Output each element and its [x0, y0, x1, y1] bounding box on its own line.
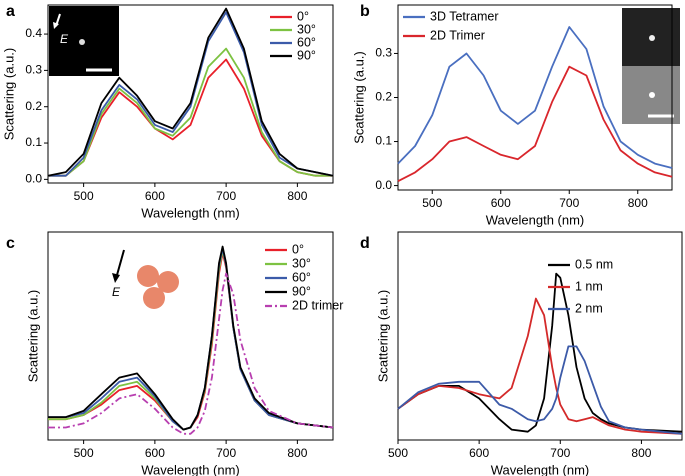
series-line — [48, 11, 334, 177]
series-line — [48, 249, 334, 431]
legend-label: 0° — [297, 9, 309, 23]
legend-label: 3D Tetramer — [430, 9, 499, 23]
panel-label: b — [360, 3, 370, 20]
legend-label: 30° — [297, 22, 316, 36]
legend-label: 90° — [292, 284, 311, 298]
inset-particle — [649, 92, 655, 98]
x-tick-label: 500 — [74, 189, 94, 203]
legend-label: 0° — [292, 242, 304, 256]
x-tick-label: 500 — [74, 446, 94, 460]
series-line — [397, 297, 683, 435]
y-tick-label: 0.2 — [375, 90, 392, 104]
y-tick-label: 0.2 — [25, 99, 42, 113]
y-axis-label: Scattering (a.u.) — [351, 51, 366, 144]
series-line — [397, 272, 683, 433]
y-tick-label: 0.3 — [375, 46, 392, 60]
x-axis-label: Wavelength (nm) — [141, 205, 240, 220]
field-arrow — [116, 249, 125, 276]
x-tick-label: 500 — [388, 446, 408, 460]
legend-label: 1 nm — [575, 279, 603, 293]
x-tick-label: 600 — [145, 189, 165, 203]
y-tick-label: 0.3 — [25, 63, 42, 77]
y-axis-label: Scattering (a.u.) — [25, 290, 40, 383]
panel-label: a — [6, 3, 15, 20]
x-tick-label: 700 — [216, 446, 236, 460]
series-line — [48, 247, 334, 431]
x-axis-label: Wavelength (nm) — [491, 462, 590, 476]
x-tick-label: 800 — [287, 446, 307, 460]
x-tick-label: 600 — [491, 196, 511, 210]
inset-label: E — [60, 32, 69, 46]
plot-frame — [47, 4, 334, 184]
legend-label: 60° — [297, 35, 316, 49]
y-tick-label: 0.0 — [25, 172, 42, 186]
x-tick-label: 700 — [216, 189, 236, 203]
inset-particle — [79, 39, 85, 45]
x-axis-label: Wavelength (nm) — [486, 212, 585, 227]
x-tick-label: 700 — [550, 446, 570, 460]
x-axis-label: Wavelength (nm) — [141, 462, 240, 476]
field-arrowhead — [112, 273, 120, 283]
series-line — [48, 245, 334, 431]
series-line — [47, 7, 334, 177]
legend-label: 30° — [292, 256, 311, 270]
sphere — [143, 287, 165, 309]
y-axis-label: Scattering (a.u.) — [375, 290, 390, 383]
plot-frame — [397, 231, 683, 441]
legend-label: 2D Trimer — [430, 28, 485, 42]
x-tick-label: 700 — [559, 196, 579, 210]
inset-label: E — [112, 285, 121, 299]
inset-arrowhead — [53, 22, 59, 29]
y-tick-label: 0.1 — [25, 135, 42, 149]
series-line — [48, 47, 333, 177]
panel-label: c — [6, 235, 15, 252]
legend-label: 90° — [297, 48, 316, 62]
x-tick-label: 500 — [422, 196, 442, 210]
series-line — [48, 272, 334, 435]
plot-frame — [47, 231, 334, 441]
x-tick-label: 600 — [145, 446, 165, 460]
legend-label: 0.5 nm — [575, 257, 613, 271]
legend-label: 60° — [292, 270, 311, 284]
y-tick-label: 0.4 — [25, 26, 42, 40]
x-tick-label: 800 — [628, 196, 648, 210]
x-tick-label: 800 — [287, 189, 307, 203]
legend-label: 2D trimer — [292, 298, 343, 312]
x-tick-label: 600 — [469, 446, 489, 460]
panel-label: d — [360, 235, 370, 252]
y-tick-label: 0.0 — [375, 178, 392, 192]
series-line — [397, 26, 673, 169]
series-line — [397, 65, 673, 183]
y-axis-label: Scattering (a.u.) — [1, 48, 16, 141]
x-tick-label: 800 — [631, 446, 651, 460]
y-tick-label: 0.1 — [375, 134, 392, 148]
sphere — [157, 271, 179, 293]
legend-label: 2 nm — [575, 301, 603, 315]
inset-particle — [649, 35, 655, 41]
series-line — [397, 345, 683, 435]
sphere — [137, 265, 159, 287]
